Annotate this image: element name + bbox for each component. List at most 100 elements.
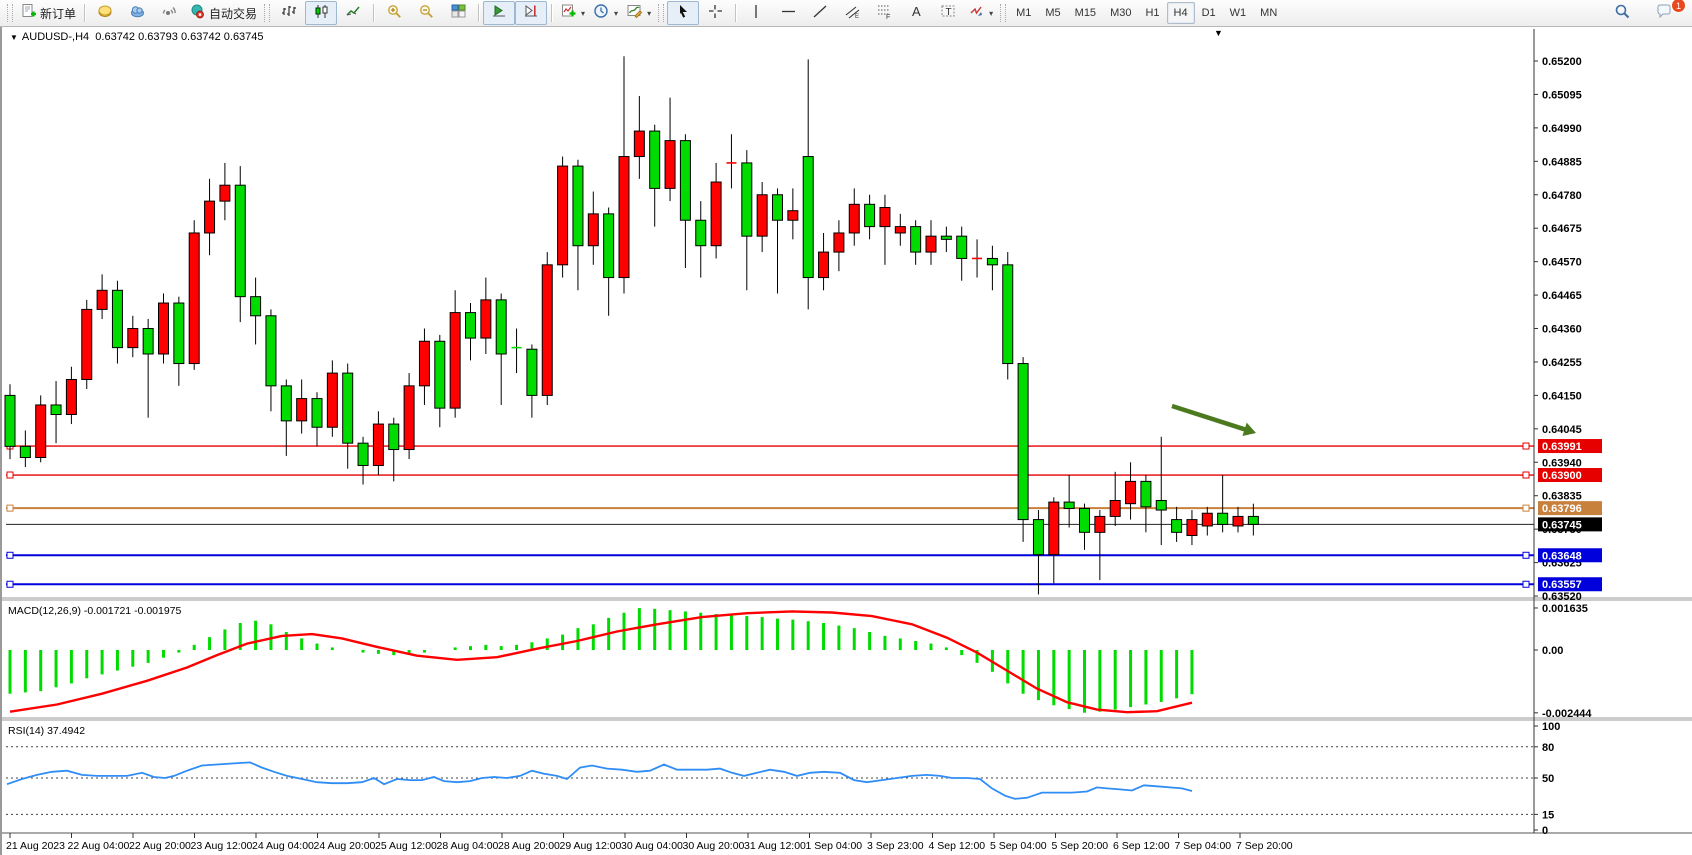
candle-body	[956, 235, 968, 259]
candle-body	[741, 162, 753, 237]
line-handle	[1522, 442, 1530, 450]
notifications-button[interactable]: 1	[1648, 0, 1686, 25]
auto-scroll-button[interactable]	[483, 1, 516, 25]
svg-text:E: E	[855, 14, 859, 20]
signals-button[interactable]	[153, 1, 185, 25]
text-button[interactable]: A	[900, 1, 932, 25]
data-window-button[interactable]	[121, 1, 153, 25]
timeframe-w1[interactable]: W1	[1229, 7, 1247, 19]
candle-body	[1171, 519, 1183, 533]
rsi-tick: 80	[1542, 742, 1554, 754]
candle-body	[802, 156, 814, 279]
bars-icon	[281, 3, 298, 23]
autotrade-button[interactable]: 自动交易	[185, 1, 261, 25]
candle-body	[326, 372, 338, 428]
trendline-button[interactable]	[804, 1, 836, 25]
candle-body	[1109, 499, 1121, 517]
candle-body	[695, 219, 707, 247]
dropdown-arrow-icon[interactable]: ▾	[647, 8, 652, 18]
candle-body	[910, 226, 922, 253]
x-axis-label: 3 Sep 23:00	[867, 840, 924, 852]
x-axis-label: 5 Sep 04:00	[990, 840, 1047, 852]
price-tick: 0.64675	[1542, 223, 1582, 235]
horizontal-line-button[interactable]	[772, 1, 804, 25]
autotrade-icon	[189, 3, 206, 23]
candle-body	[1079, 507, 1090, 533]
timeframe-m1[interactable]: M1	[1016, 7, 1032, 19]
macd-tick: 0.001635	[1542, 603, 1588, 615]
line-chart-button[interactable]	[337, 1, 369, 25]
candle-body	[188, 232, 200, 365]
x-axis-label: 24 Aug 04:00	[252, 840, 314, 852]
collapse-triangle-icon[interactable]: ▼	[10, 33, 18, 42]
candle-body	[495, 299, 507, 355]
x-axis-label: 7 Sep 20:00	[1236, 840, 1293, 852]
open-value: 0.63742	[95, 31, 136, 43]
bar-chart-button[interactable]	[273, 1, 305, 25]
zoom-out-button[interactable]	[410, 1, 442, 25]
high-value: 0.63793	[138, 31, 178, 43]
candle-body	[587, 213, 599, 247]
line-handle	[1522, 471, 1530, 479]
candle-body	[1140, 480, 1152, 508]
coin-icon	[97, 3, 114, 23]
price-badge-label: 0.63557	[1542, 579, 1582, 591]
candle-body	[894, 226, 906, 234]
candle-body	[848, 203, 860, 234]
price-tick: 0.65200	[1542, 56, 1582, 68]
dropdown-arrow-icon[interactable]: ▾	[989, 8, 994, 18]
toolbar-grip[interactable]	[7, 4, 13, 22]
text-label-button[interactable]: T	[932, 1, 964, 25]
line-handle	[6, 580, 14, 588]
x-axis-label: 30 Aug 20:00	[683, 840, 745, 852]
market-watch-button[interactable]	[89, 1, 121, 25]
chart-shift-button[interactable]	[515, 1, 548, 25]
candle-body	[879, 206, 891, 228]
x-axis-label: 28 Aug 04:00	[437, 840, 499, 852]
candle-body	[35, 404, 47, 458]
candle-body	[4, 394, 16, 447]
tile-windows-button[interactable]	[442, 1, 474, 25]
zoom-in-button[interactable]	[378, 1, 410, 25]
rsi-indicator-label: RSI(14) 37.4942	[8, 725, 86, 737]
new-order-button[interactable]: 新订单	[16, 1, 80, 25]
arrows-button[interactable]: ▾	[964, 1, 997, 25]
vertical-line-button[interactable]	[740, 1, 772, 25]
timeframe-h1[interactable]: H1	[1145, 7, 1160, 19]
candle-body	[1094, 515, 1106, 533]
crosshair-button[interactable]	[699, 1, 731, 25]
timeframe-mn[interactable]: MN	[1260, 7, 1278, 19]
candle-body	[557, 165, 569, 266]
price-tick: 0.64780	[1542, 190, 1582, 202]
periods-button[interactable]: ▾	[589, 1, 622, 25]
indicators-button[interactable]: ▾	[556, 1, 589, 25]
svg-text:A: A	[912, 4, 921, 19]
search-button[interactable]	[1606, 1, 1638, 25]
candle-body	[1201, 512, 1213, 527]
cursor-button[interactable]	[667, 1, 700, 25]
dropdown-arrow-icon[interactable]: ▾	[614, 8, 619, 18]
equidistant-channel-button[interactable]: E	[836, 1, 868, 25]
candle-body	[250, 296, 262, 317]
chart-window[interactable]: ▼ AUDUSD-,H4 0.63742 0.63793 0.63742 0.63…	[0, 27, 1692, 855]
notification-badge: 1	[1671, 0, 1686, 13]
timeframe-h4[interactable]: H4	[1166, 2, 1195, 24]
timeframe-m30[interactable]: M30	[1110, 7, 1132, 19]
chart-canvas[interactable]: 0.65200 0.65095 0.64990 0.64885 0.64780 0.646…	[2, 27, 1692, 855]
candle-body	[19, 445, 31, 458]
candle-body	[1232, 515, 1244, 527]
dropdown-arrow-icon[interactable]: ▾	[581, 8, 586, 18]
candle-body	[342, 372, 354, 444]
candles-icon	[313, 3, 330, 23]
price-tick: 0.64360	[1542, 324, 1582, 336]
templates-button[interactable]: ▾	[622, 1, 655, 25]
candlestick-button[interactable]	[305, 1, 338, 25]
fibo-icon: F	[876, 3, 893, 23]
fibonacci-button[interactable]: F	[868, 1, 900, 25]
timeframe-m15[interactable]: M15	[1074, 7, 1097, 19]
price-tick: 0.63940	[1542, 457, 1582, 469]
x-axis-label: 5 Sep 20:00	[1052, 840, 1109, 852]
price-badge	[1538, 517, 1602, 532]
timeframe-d1[interactable]: D1	[1201, 7, 1216, 19]
timeframe-m5[interactable]: M5	[1045, 7, 1061, 19]
